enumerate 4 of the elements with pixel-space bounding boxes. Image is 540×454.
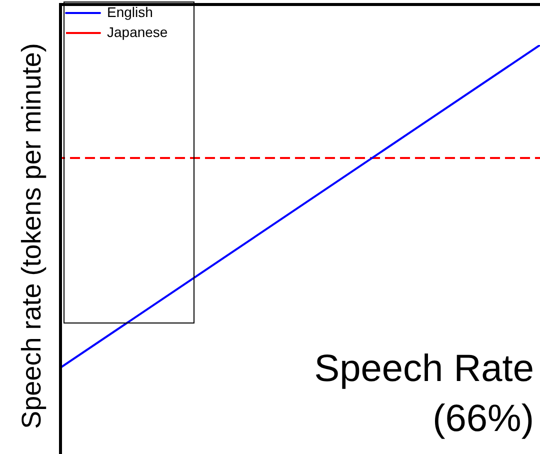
legend-label: Japanese [107,24,168,40]
y-axis-title: Speech rate (tokens per minute) [16,43,46,429]
legend-label: English [107,4,153,20]
annotation: Speech Rate (66%) [314,348,534,440]
